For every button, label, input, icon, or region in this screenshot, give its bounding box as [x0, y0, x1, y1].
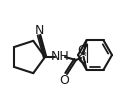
- Text: N: N: [34, 24, 44, 37]
- Text: Cl: Cl: [77, 53, 90, 66]
- Text: NH: NH: [51, 51, 69, 64]
- Text: Cl: Cl: [77, 44, 90, 57]
- Text: O: O: [59, 74, 69, 87]
